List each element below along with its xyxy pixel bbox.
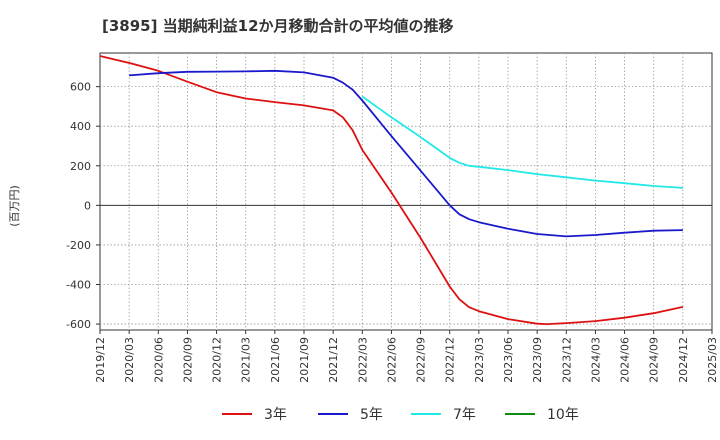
y-tick-label: 600 bbox=[70, 81, 91, 94]
series-layer bbox=[99, 55, 684, 325]
x-tick-label: 2025/03 bbox=[706, 337, 719, 383]
chart-title: [3895] 当期純利益12か月移動合計の平均値の推移 bbox=[102, 17, 454, 35]
y-tick-label: 0 bbox=[84, 199, 91, 212]
y-axis-ticks: 600 400 200 0 -200 -400 -600 bbox=[66, 81, 100, 331]
y-tick-label: -600 bbox=[66, 318, 91, 331]
y-tick-label: -400 bbox=[66, 278, 91, 291]
x-tick-label: 2023/06 bbox=[502, 337, 515, 383]
y-tick-label: 200 bbox=[70, 160, 91, 173]
x-tick-label: 2021/12 bbox=[327, 337, 340, 383]
x-axis-ticks: 2019/12 2020/03 2020/06 2020/09 2020/12 2021/… bbox=[94, 330, 719, 383]
y-axis-label: (百万円) bbox=[8, 185, 21, 227]
x-tick-label: 2024/06 bbox=[619, 337, 632, 383]
y-tick-label: -200 bbox=[66, 239, 91, 252]
x-tick-label: 2021/03 bbox=[240, 337, 253, 383]
series-line-3年 bbox=[99, 55, 684, 325]
x-tick-label: 2023/03 bbox=[473, 337, 486, 383]
series-line-5年 bbox=[129, 69, 683, 238]
x-tick-label: 2020/12 bbox=[211, 337, 224, 383]
legend-label: 3年 bbox=[264, 407, 287, 423]
x-tick-label: 2022/06 bbox=[385, 337, 398, 383]
x-tick-label: 2024/12 bbox=[677, 337, 690, 383]
x-tick-label: 2023/12 bbox=[560, 337, 573, 383]
grid-lines bbox=[100, 53, 712, 330]
series-line-7年 bbox=[361, 95, 683, 189]
x-tick-label: 2023/09 bbox=[531, 337, 544, 383]
legend-label: 5年 bbox=[360, 407, 383, 423]
legend-label: 7年 bbox=[453, 407, 476, 423]
y-tick-label: 400 bbox=[70, 120, 91, 133]
x-tick-label: 2021/09 bbox=[298, 337, 311, 383]
plot-area bbox=[99, 52, 713, 331]
x-tick-label: 2020/09 bbox=[181, 337, 194, 383]
x-tick-label: 2022/12 bbox=[444, 337, 457, 383]
x-tick-label: 2020/06 bbox=[152, 337, 165, 383]
x-tick-label: 2019/12 bbox=[94, 337, 107, 383]
x-tick-label: 2021/06 bbox=[269, 337, 282, 383]
legend: 3年 5年 7年 10年 bbox=[222, 407, 579, 423]
x-tick-label: 2024/09 bbox=[648, 337, 661, 383]
legend-label: 10年 bbox=[547, 407, 579, 423]
x-tick-label: 2022/03 bbox=[356, 337, 369, 383]
x-tick-label: 2024/03 bbox=[589, 337, 602, 383]
x-tick-label: 2020/03 bbox=[123, 337, 136, 383]
x-tick-label: 2022/09 bbox=[415, 337, 428, 383]
